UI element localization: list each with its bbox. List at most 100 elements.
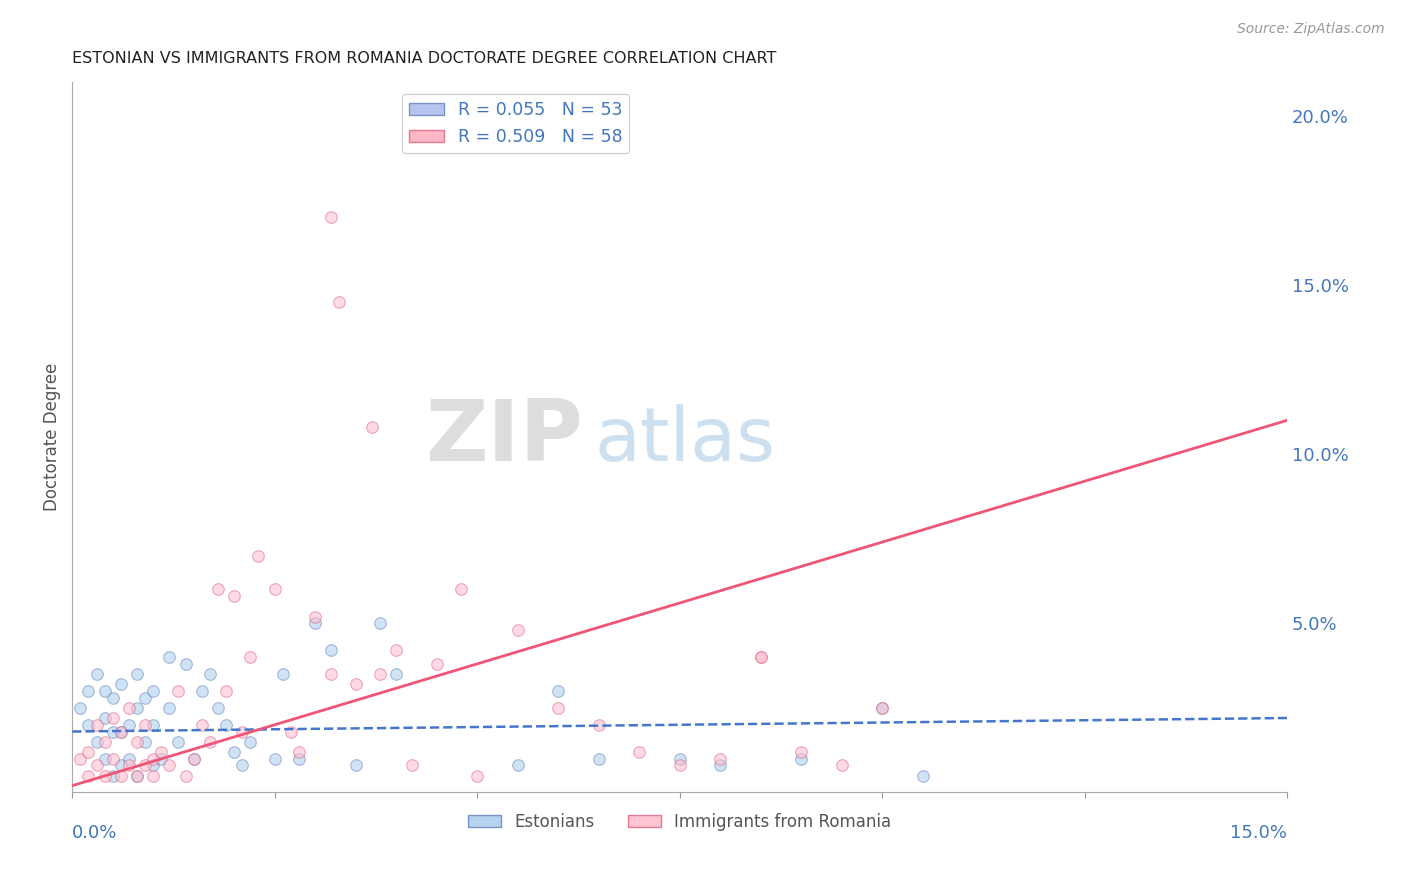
Point [93,751,115,765]
Point [215,684,238,698]
Point [247,549,270,563]
Point [271,667,294,681]
Point [110,677,132,691]
Point [207,582,229,597]
Point [93,711,115,725]
Point [101,724,124,739]
Point [118,718,141,732]
Point [401,758,423,772]
Point [263,751,285,765]
Point [142,684,165,698]
Point [118,751,141,765]
Point [93,768,115,782]
Text: Source: ZipAtlas.com: Source: ZipAtlas.com [1237,22,1385,37]
Legend: Estonians, Immigrants from Romania: Estonians, Immigrants from Romania [461,806,898,838]
Point [142,718,165,732]
Point [77,718,100,732]
Point [125,701,148,715]
Point [174,657,197,671]
Point [385,643,408,657]
Point [166,684,188,698]
Point [118,758,141,772]
Point [93,684,115,698]
Point [125,768,148,782]
Point [280,724,302,739]
Point [125,734,148,748]
Text: ESTONIAN VS IMMIGRANTS FROM ROMANIA DOCTORATE DEGREE CORRELATION CHART: ESTONIAN VS IMMIGRANTS FROM ROMANIA DOCT… [72,51,776,66]
Point [547,684,569,698]
Point [239,650,262,665]
Point [588,718,610,732]
Point [668,751,690,765]
Point [69,701,91,715]
Point [450,582,472,597]
Point [321,211,343,225]
Point [166,734,188,748]
Point [134,690,156,705]
Point [321,667,343,681]
Point [385,667,408,681]
Point [870,701,893,715]
Point [709,751,731,765]
Point [870,701,893,715]
Point [101,711,124,725]
Point [328,295,350,310]
Point [86,718,108,732]
Text: atlas: atlas [595,404,776,477]
Point [77,768,100,782]
Point [142,751,165,765]
Point [93,734,115,748]
Point [304,616,326,631]
Point [749,650,772,665]
Point [790,751,813,765]
Point [191,718,214,732]
Point [150,751,173,765]
Point [465,768,488,782]
Point [125,768,148,782]
Point [198,734,221,748]
Point [134,734,156,748]
Point [547,701,569,715]
Point [110,758,132,772]
Point [183,751,205,765]
Point [911,768,934,782]
Point [110,724,132,739]
Point [86,734,108,748]
Point [77,684,100,698]
Point [207,701,229,715]
Point [125,667,148,681]
Point [183,751,205,765]
Point [224,745,246,759]
Text: 15.0%: 15.0% [1230,824,1286,842]
Point [360,420,382,434]
Point [191,684,214,698]
Point [368,616,391,631]
Point [668,758,690,772]
Point [157,758,180,772]
Point [506,758,529,772]
Point [101,690,124,705]
Point [263,582,285,597]
Point [304,609,326,624]
Point [790,745,813,759]
Point [101,751,124,765]
Point [118,701,141,715]
Point [215,718,238,732]
Point [110,768,132,782]
Point [288,751,311,765]
Point [86,758,108,772]
Text: ZIP: ZIP [425,396,582,479]
Point [344,758,367,772]
Point [110,724,132,739]
Point [588,751,610,765]
Point [134,718,156,732]
Point [150,745,173,759]
Point [142,758,165,772]
Point [288,745,311,759]
Point [86,667,108,681]
Point [239,734,262,748]
Point [198,667,221,681]
Point [174,768,197,782]
Point [77,745,100,759]
Point [426,657,449,671]
